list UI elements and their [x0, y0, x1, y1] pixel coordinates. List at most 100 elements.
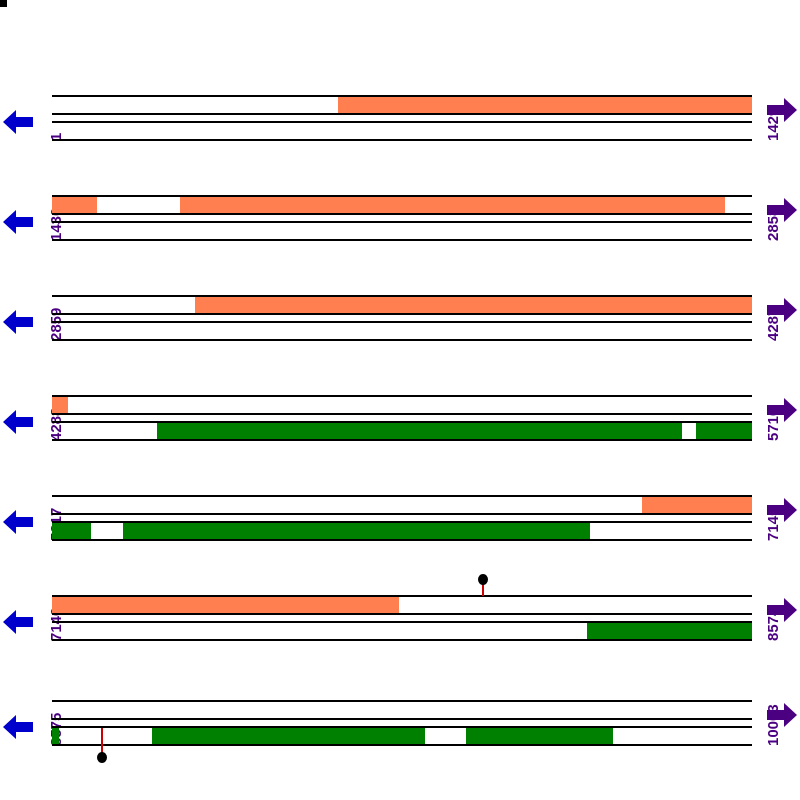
- frame-line: [52, 221, 752, 223]
- reverse-strand-lane[interactable]: [52, 423, 752, 439]
- right-arrow-icon[interactable]: [766, 397, 798, 423]
- orf-segment-forward[interactable]: [642, 497, 752, 513]
- orf-segment-forward[interactable]: [194, 297, 752, 313]
- orf-segment-reverse[interactable]: [152, 728, 426, 744]
- forward-strand-lane[interactable]: [52, 497, 752, 513]
- right-arrow-icon[interactable]: [766, 197, 798, 223]
- reverse-strand-lane[interactable]: [52, 123, 752, 139]
- frame-line: [52, 139, 752, 141]
- forward-strand-lane[interactable]: [52, 702, 752, 718]
- frame-line: [52, 313, 752, 315]
- end-coordinate-label: 7145: [765, 507, 782, 541]
- orf-segment-forward[interactable]: [52, 597, 399, 613]
- frame-line: [52, 413, 752, 415]
- corner-marker: [0, 0, 7, 7]
- orf-segment-reverse[interactable]: [157, 423, 682, 439]
- frame-track[interactable]: [52, 385, 752, 445]
- orf-segment-reverse[interactable]: [52, 728, 59, 744]
- frame-line: [52, 321, 752, 323]
- frame-line: [52, 113, 752, 115]
- frame-line: [52, 195, 752, 197]
- pin-stem: [101, 728, 104, 754]
- left-arrow-icon[interactable]: [2, 409, 34, 435]
- frame-line: [52, 744, 752, 746]
- forward-strand-lane[interactable]: [52, 297, 752, 313]
- frame-line: [52, 613, 752, 615]
- frame-track[interactable]: [52, 690, 752, 750]
- left-arrow-icon[interactable]: [2, 209, 34, 235]
- left-arrow-icon[interactable]: [2, 109, 34, 135]
- pin-marker-icon[interactable]: [476, 573, 490, 597]
- end-coordinate-label: 8574: [765, 607, 782, 641]
- sequence-row: 52177145: [0, 485, 800, 577]
- reverse-strand-lane[interactable]: [52, 523, 752, 539]
- right-arrow-icon[interactable]: [766, 702, 798, 728]
- frame-line: [52, 295, 752, 297]
- orf-segment-reverse[interactable]: [696, 423, 752, 439]
- frame-line: [52, 718, 752, 720]
- frame-line: [52, 95, 752, 97]
- orf-segment-forward[interactable]: [337, 97, 752, 113]
- frame-line: [52, 121, 752, 123]
- orf-segment-forward[interactable]: [180, 197, 725, 213]
- left-arrow-icon[interactable]: [2, 509, 34, 535]
- frame-track[interactable]: [52, 185, 752, 245]
- orf-segment-reverse[interactable]: [586, 623, 752, 639]
- right-arrow-icon[interactable]: [766, 97, 798, 123]
- forward-strand-lane[interactable]: [52, 597, 752, 613]
- sequence-row: 1430 2858: [0, 185, 800, 277]
- pin-head: [97, 752, 108, 763]
- frame-track[interactable]: [52, 485, 752, 545]
- end-coordinate-label: 4287: [765, 307, 782, 341]
- orf-segment-forward[interactable]: [52, 197, 97, 213]
- sequence-row: 4288 5716: [0, 385, 800, 477]
- frame-line: [52, 439, 752, 441]
- reverse-strand-lane[interactable]: [52, 623, 752, 639]
- right-arrow-icon[interactable]: [766, 297, 798, 323]
- frame-line: [52, 213, 752, 215]
- frame-line: [52, 495, 752, 497]
- reverse-strand-lane[interactable]: [52, 728, 752, 744]
- frame-line: [52, 513, 752, 515]
- end-coordinate-label: 10003: [765, 704, 782, 746]
- frame-track[interactable]: [52, 585, 752, 645]
- frame-line: [52, 521, 752, 523]
- orf-segment-reverse[interactable]: [52, 523, 92, 539]
- left-arrow-icon[interactable]: [2, 309, 34, 335]
- sequence-row: 7146 8574: [0, 574, 800, 677]
- left-arrow-icon[interactable]: [2, 714, 34, 740]
- forward-strand-lane[interactable]: [52, 397, 752, 413]
- orf-segment-reverse[interactable]: [123, 523, 590, 539]
- sequence-row: 2859 4287: [0, 285, 800, 377]
- sequence-row: 1 1429: [0, 85, 800, 177]
- frame-track[interactable]: [52, 285, 752, 345]
- frame-line: [52, 621, 752, 623]
- pin-stem: [481, 583, 484, 596]
- pin-head: [477, 574, 488, 585]
- end-coordinate-label: 2858: [765, 207, 782, 241]
- frame-line: [52, 421, 752, 423]
- pin-marker-icon[interactable]: [95, 728, 109, 766]
- orf-segment-forward[interactable]: [52, 397, 69, 413]
- forward-strand-lane[interactable]: [52, 197, 752, 213]
- end-coordinate-label: 1429: [765, 107, 782, 141]
- frame-line: [52, 639, 752, 641]
- frame-line: [52, 395, 752, 397]
- frame-track[interactable]: [52, 85, 752, 145]
- right-arrow-icon[interactable]: [766, 597, 798, 623]
- frame-line: [52, 700, 752, 702]
- frame-line: [52, 595, 752, 597]
- frame-line: [52, 339, 752, 341]
- orf-segment-reverse[interactable]: [466, 728, 614, 744]
- forward-strand-lane[interactable]: [52, 97, 752, 113]
- right-arrow-icon[interactable]: [766, 497, 798, 523]
- frame-line: [52, 239, 752, 241]
- end-coordinate-label: 5716: [765, 407, 782, 441]
- left-arrow-icon[interactable]: [2, 609, 34, 635]
- frame-line: [52, 539, 752, 541]
- frame-line: [52, 726, 752, 728]
- reverse-strand-lane[interactable]: [52, 323, 752, 339]
- sequence-row: 857510003: [0, 690, 800, 782]
- reverse-strand-lane[interactable]: [52, 223, 752, 239]
